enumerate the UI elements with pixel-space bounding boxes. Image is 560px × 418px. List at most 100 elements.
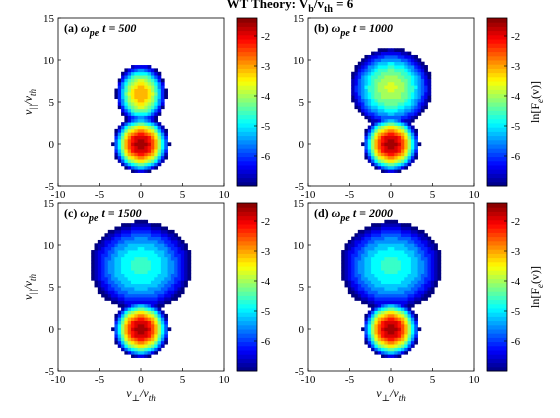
heatmap-cell [374,135,379,140]
heatmap-cell [407,112,412,116]
heatmap-cell [104,290,109,295]
heatmap-cell [374,125,379,130]
colorbar-segment [237,106,257,111]
heatmap-cell [397,350,402,355]
heatmap-cell [347,246,352,251]
colorbar-segment [487,240,507,246]
heatmap-cell [407,128,412,133]
heatmap-cell [124,317,129,321]
heatmap-cell [417,283,422,288]
heatmap-cell [117,91,122,96]
heatmap-cell [391,125,395,130]
heatmap-cell [137,223,142,227]
colorbar-segment [487,135,507,141]
colorbar-segment [487,236,507,242]
heatmap-cell [394,135,399,140]
heatmap-cell [410,327,415,332]
heatmap-cell [150,142,155,147]
x-tick-label: 10 [469,189,481,201]
heatmap-cell [384,317,389,321]
heatmap-cell [394,128,399,133]
heatmap-cell [104,246,109,251]
heatmap-cell [180,280,185,285]
heatmap-cell [344,283,349,288]
heatmap-cell [134,81,139,86]
heatmap-cell [407,105,412,110]
heatmap-cell [377,320,382,325]
heatmap-cell [131,149,135,153]
heatmap-cell [374,293,379,298]
heatmap-cell [381,250,385,254]
heatmap-cell [367,152,372,157]
heatmap-cell [424,276,428,281]
heatmap-cell [157,266,162,271]
heatmap-cell [97,239,102,244]
colorbar-segment [237,131,257,137]
heatmap-cell [124,102,129,106]
heatmap-cell [374,236,379,241]
heatmap-cell [117,233,122,237]
colorbar-segment [237,114,257,120]
heatmap-cell [121,253,125,258]
heatmap-cell [121,317,125,321]
heatmap-cell [127,226,132,231]
heatmap-cell [364,108,369,113]
heatmap-cell [394,310,399,315]
heatmap-cell [160,128,165,133]
heatmap-cell [131,313,135,318]
heatmap-cell [107,293,112,298]
colorbar: -2-3-4-5-6 [236,17,271,187]
heatmap-cell [387,135,392,140]
heatmap-cell [124,340,129,345]
heatmap-cell [104,280,109,285]
heatmap-cell [347,280,352,285]
heatmap-cell [414,239,418,244]
heatmap-cell [384,115,389,120]
heatmap-cell [121,112,125,116]
heatmap-cell [377,138,382,143]
heatmap-cell [387,323,392,328]
heatmap-cell [387,243,392,248]
heatmap-cell [177,276,182,281]
heatmap-cell [101,266,105,271]
heatmap-cell [371,138,375,143]
heatmap-cell [147,297,152,301]
heatmap-cell [150,347,155,352]
heatmap-cell [180,243,185,248]
heatmap-cell [391,266,395,271]
heatmap-cell [137,233,142,237]
heatmap-cell [160,81,165,86]
heatmap-cell [97,253,102,258]
heatmap-cell [127,246,132,251]
heatmap-cell [157,81,162,86]
colorbar-segment [237,60,257,65]
heatmap-cell [407,65,412,69]
heatmap-cell [121,256,125,261]
heatmap-cell [150,233,155,237]
heatmap-cell [144,350,149,355]
heatmap-cell [414,149,418,153]
heatmap-cell [141,256,145,261]
heatmap-cell [121,132,125,136]
heatmap-cell [381,88,385,93]
y-tick-label: 5 [49,282,55,294]
heatmap-cell [430,287,435,291]
heatmap-cell [397,320,402,325]
colorbar-segment [487,203,507,208]
heatmap-cell [410,337,415,342]
heatmap-cell [427,290,432,295]
heatmap-cell [351,95,355,100]
heatmap-cell [114,142,119,147]
heatmap-cell [137,340,142,345]
heatmap-cell [397,330,402,335]
heatmap-cell [184,246,188,251]
heatmap-cell [364,81,369,86]
heatmap-cell [414,263,418,268]
heatmap-cell [397,48,402,52]
heatmap-cell [377,334,382,338]
heatmap-cell [371,347,375,352]
heatmap-cell [121,300,125,305]
heatmap-cell [414,112,418,116]
heatmap-cell [160,250,165,254]
